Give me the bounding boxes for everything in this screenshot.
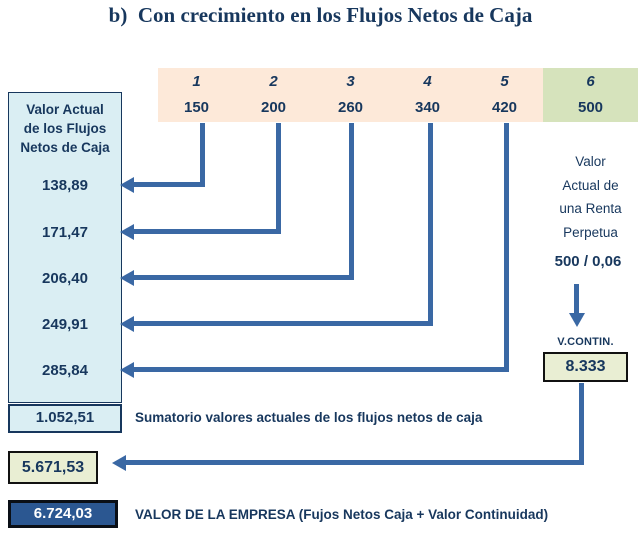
perpetuity-label-line4: Perpetua xyxy=(563,224,618,240)
company-value-box: 6.724,03 xyxy=(8,500,118,528)
perpetuity-label-line1: Valor xyxy=(575,154,606,169)
perpetuity-label-line3: una Renta xyxy=(559,201,622,216)
pv-value-3: 206,40 xyxy=(42,270,88,287)
company-value-label: VALOR DE LA EMPRESA (Fujos Netos Caja + … xyxy=(135,507,549,522)
perpetuity-formula: 500 / 0,06 xyxy=(554,253,622,270)
present-value-column: Valor Actual de los Flujos Netos de Caja… xyxy=(8,92,122,403)
perpetuity-label: Valor Actual de una Renta Perpetua xyxy=(543,150,638,244)
period-number: 5 xyxy=(500,73,509,90)
period-number: 4 xyxy=(423,73,432,90)
cash-flow-value: 150 xyxy=(183,99,210,116)
perpetuity-label-line2: Actual de xyxy=(562,177,619,193)
timeline-cell-1: 1 150 xyxy=(158,68,235,122)
pv-header-line2: de los Flujos xyxy=(23,121,107,136)
sum-pv-label: Sumatorio valores actuales de los flujos… xyxy=(135,410,483,425)
pv-value-5: 285,84 xyxy=(42,362,88,379)
period-number: 2 xyxy=(269,73,278,90)
timeline-cell-6: 6 500 xyxy=(543,68,638,122)
timeline-cell-2: 2 200 xyxy=(235,68,312,122)
pv-value-2: 171,47 xyxy=(42,224,88,241)
cash-flow-value: 200 xyxy=(260,99,287,116)
cash-flow-value: 340 xyxy=(414,99,441,116)
vcontin-label: V.CONTIN. xyxy=(557,336,614,348)
sum-pv-box: 1.052,51 xyxy=(8,404,122,433)
pv-column-header: Valor Actual de los Flujos Netos de Caja xyxy=(9,100,121,157)
cash-flow-value: 500 xyxy=(577,99,604,116)
cash-flow-value: 420 xyxy=(491,99,518,116)
timeline-cell-5: 5 420 xyxy=(466,68,543,122)
pv-header-line1: Valor Actual xyxy=(26,102,104,117)
continuity-value-box: 8.333 xyxy=(543,352,628,382)
page-title: b) Con crecimiento en los Flujos Netos d… xyxy=(108,3,533,27)
cash-flow-value: 260 xyxy=(337,99,364,116)
timeline-cell-4: 4 340 xyxy=(389,68,466,122)
pv-value-1: 138,89 xyxy=(42,177,88,194)
period-number: 3 xyxy=(346,73,355,90)
period-number: 6 xyxy=(586,73,595,90)
period-number: 1 xyxy=(192,73,201,90)
pv-header-line3: Netos de Caja xyxy=(20,140,110,155)
timeline-band: 1 150 2 200 3 260 4 340 5 420 6 500 xyxy=(158,68,638,122)
discounted-continuity-box: 5.671,53 xyxy=(8,451,98,484)
pv-value-4: 249,91 xyxy=(42,316,88,333)
timeline-cell-3: 3 260 xyxy=(312,68,389,122)
